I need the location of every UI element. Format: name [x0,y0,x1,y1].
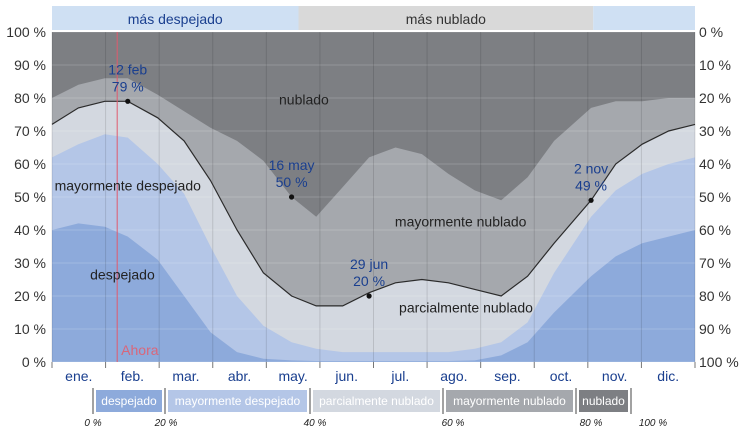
month-label-1: feb. [121,368,144,384]
y-left-tick-0: 0 % [22,354,46,370]
y-left-tick-5: 50 % [14,189,46,205]
month-label-7: ago. [440,368,467,384]
top-band-label-0: más despejado [128,11,223,27]
annotation-value-3: 49 % [575,177,607,193]
y-left-tick-3: 30 % [14,255,46,271]
band-label-2: mayormente nublado [395,214,527,230]
top-band-tail [593,6,695,30]
legend-label-4: nublado [582,394,625,408]
annotation-point-0 [125,98,131,104]
y-left-tick-6: 60 % [14,156,46,172]
month-label-5: jun. [334,368,358,384]
annotation-point-2 [366,293,372,299]
annotation-value-1: 50 % [276,174,308,190]
legend-label-0: despejado [101,394,157,408]
annotation-point-1 [288,194,295,200]
band-label-1: mayormente despejado [55,177,202,193]
month-label-9: oct. [550,368,573,384]
legend-label-2: parcialmente nublado [319,394,434,408]
legend-swatch-0 [96,390,162,412]
area-despejado [52,223,695,362]
annotation-date-2: 29 jun [350,256,388,272]
band-label-0: nublado [279,92,329,108]
legend-scale-3: 60 % [442,418,465,429]
legend-swatch-2 [313,390,440,412]
y-left-tick-4: 40 % [14,222,46,238]
annotation-date-1: 16 may [269,157,315,173]
annotation-value-2: 20 % [353,273,385,289]
legend-scale-0: 0 % [84,418,101,429]
annotation-value-0: 79 % [112,78,144,94]
month-label-10: nov. [602,368,627,384]
area-mayormente-despejado [52,134,695,362]
legend-scale-4: 80 % [580,418,603,429]
legend-swatch-1 [168,390,307,412]
y-right-tick-8: 20 % [699,90,731,106]
y-right-tick-2: 80 % [699,288,731,304]
band-label-3: despejado [90,267,155,283]
legend-label-1: mayormente despejado [175,394,301,408]
month-label-8: sep. [494,368,520,384]
y-left-tick-9: 90 % [14,57,46,73]
top-band-label-1: más nublado [406,11,486,27]
legend-label-3: mayormente nublado [453,394,566,408]
y-left-tick-10: 100 % [6,24,46,40]
month-label-0: ene. [65,368,92,384]
annotation-date-3: 2 nov [574,160,608,176]
now-label: Ahora [121,342,159,358]
month-label-3: abr. [228,368,251,384]
legend-scale-1: 20 % [154,418,178,429]
y-right-tick-10: 0 % [699,24,723,40]
y-right-tick-9: 10 % [699,57,731,73]
annotation-point-3 [588,197,594,203]
y-right-tick-7: 30 % [699,123,731,139]
month-label-6: jul. [390,368,409,384]
month-label-4: may. [278,368,307,384]
y-right-tick-6: 40 % [699,156,731,172]
top-band-0 [52,6,299,30]
y-right-tick-5: 50 % [699,189,731,205]
band-label-4: parcialmente nublado [399,300,533,316]
legend-swatch-4 [579,390,628,412]
month-label-11: dic. [657,368,679,384]
month-label-2: mar. [172,368,199,384]
legend-scale-5: 100 % [639,418,667,429]
y-left-tick-2: 20 % [14,288,46,304]
y-right-tick-0: 100 % [699,354,739,370]
legend-scale-2: 40 % [304,418,327,429]
annotation-date-0: 12 feb [108,61,147,77]
y-right-tick-4: 60 % [699,222,731,238]
y-left-tick-7: 70 % [14,123,46,139]
y-left-tick-8: 80 % [14,90,46,106]
y-left-tick-1: 10 % [14,321,46,337]
legend-swatch-3 [446,390,573,412]
y-right-tick-1: 90 % [699,321,731,337]
top-band-1 [298,6,594,30]
y-right-tick-3: 70 % [699,255,731,271]
